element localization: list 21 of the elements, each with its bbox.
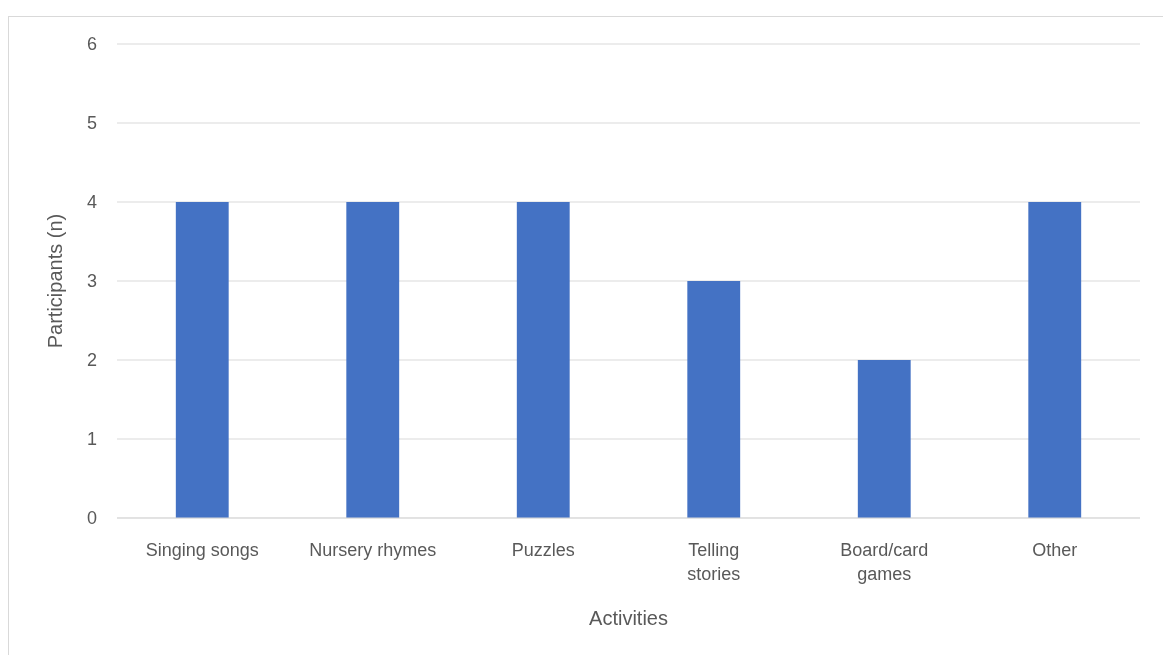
x-tick-label: Singing songs <box>145 540 259 560</box>
y-tick-label: 3 <box>86 271 97 292</box>
bar <box>175 202 229 518</box>
y-axis-title: Participants (n) <box>44 213 66 349</box>
x-axis-title: Activities <box>589 607 668 629</box>
y-tick-label: 5 <box>86 113 97 134</box>
bar <box>857 360 911 518</box>
bar <box>346 202 400 518</box>
bar <box>516 202 570 518</box>
y-tick-label: 2 <box>86 350 97 371</box>
x-tick-label: Puzzles <box>511 540 575 560</box>
x-tick-label: Board/card games <box>840 540 929 584</box>
x-tick-label: Telling stories <box>687 540 741 584</box>
y-tick-label: 0 <box>86 508 97 529</box>
x-tick-label: Other <box>1032 540 1078 560</box>
x-tick-label: Nursery rhymes <box>309 540 437 560</box>
bar <box>1028 202 1082 518</box>
y-tick-label: 1 <box>86 429 97 450</box>
y-tick-label: 4 <box>86 192 97 213</box>
y-tick-label: 6 <box>86 34 97 55</box>
bar <box>687 281 741 518</box>
